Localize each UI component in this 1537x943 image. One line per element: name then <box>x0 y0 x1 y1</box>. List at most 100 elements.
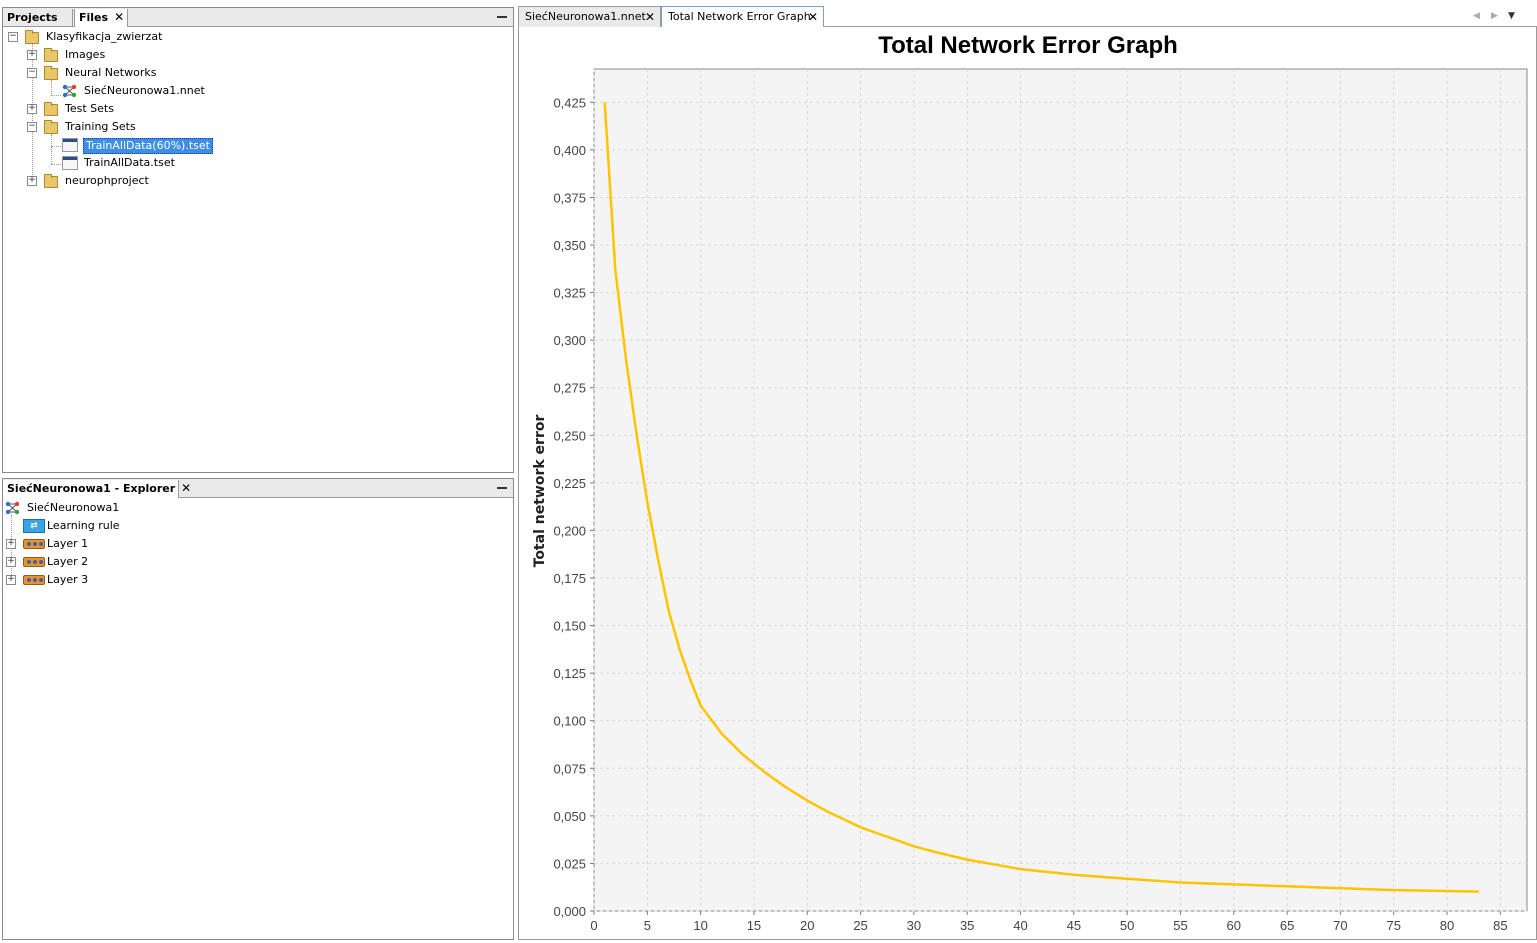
expand-icon[interactable]: + <box>6 574 16 585</box>
tree-item-label: Test Sets <box>65 102 114 115</box>
tab-files-label: Files <box>79 11 109 24</box>
expand-icon[interactable]: + <box>6 538 16 549</box>
collapse-icon[interactable]: − <box>27 67 37 78</box>
tree-connector <box>51 95 61 96</box>
expand-icon[interactable]: + <box>6 556 16 567</box>
explorer-root[interactable]: SiećNeuronowa1 <box>3 499 303 517</box>
explorer-item-label: Layer 2 <box>47 555 89 568</box>
editor-tabbar: SiećNeuronowa1.nnet ✕ Total Network Erro… <box>518 6 1537 27</box>
tree-item-label: SiećNeuronowa1.nnet <box>84 84 205 97</box>
close-icon[interactable]: ✕ <box>181 481 192 495</box>
minimize-icon[interactable] <box>497 487 507 489</box>
chart-title: Total Network Error Graph <box>878 32 1178 59</box>
learning-rule-icon: ⇄ <box>23 519 45 533</box>
x-tick-label: 30 <box>907 918 921 933</box>
tree-item-label: Images <box>65 48 106 61</box>
tree-item-label: Neural Networks <box>65 66 157 79</box>
tree-item-train-60[interactable]: TrainAllData(60%).tset <box>3 136 303 154</box>
scroll-left-icon[interactable]: ◀ <box>1473 11 1480 21</box>
folder-icon <box>25 30 39 44</box>
expand-icon[interactable]: + <box>27 103 37 114</box>
error-graph: Total Network Error Graph Total network … <box>532 32 1528 933</box>
tree-item-neural-networks[interactable]: − Neural Networks <box>3 64 303 82</box>
x-tick-label: 50 <box>1120 918 1134 933</box>
y-tick-label: 0,175 <box>553 571 586 586</box>
chart-panel: Total Network Error Graph Total network … <box>518 27 1537 940</box>
y-tick-label: 0,300 <box>553 333 586 348</box>
y-tick-label: 0,375 <box>553 190 586 205</box>
expand-icon[interactable]: + <box>27 49 37 60</box>
tab-explorer-label: SiećNeuronowa1 - Explorer <box>7 482 176 495</box>
error-series-line <box>603 102 1480 893</box>
tree-item-label: Klasyfikacja_zwierzat <box>46 30 163 43</box>
y-tick-label: 0,100 <box>553 714 586 729</box>
explorer-panel: SiećNeuronowa1 - Explorer ✕ SiećNeuronowa… <box>2 478 514 940</box>
tab-files[interactable]: Files ✕ <box>74 9 128 27</box>
y-tick-label: 0,250 <box>553 428 586 443</box>
x-tick-label: 75 <box>1386 918 1400 933</box>
tab-list-icon[interactable]: ▼ <box>1508 11 1515 21</box>
folder-icon <box>44 174 58 188</box>
y-tick-label: 0,425 <box>553 95 586 110</box>
x-tick-label: 60 <box>1227 918 1241 933</box>
x-tick-label: 35 <box>960 918 974 933</box>
tab-projects[interactable]: Projects <box>3 9 73 27</box>
y-tick-label: 0,000 <box>553 904 586 919</box>
explorer-item-layer-3[interactable]: + Layer 3 <box>3 571 303 589</box>
close-icon[interactable]: ✕ <box>807 10 818 24</box>
files-panel-tabbar: Projects Files ✕ <box>3 8 513 27</box>
tree-item-training-sets[interactable]: − Training Sets <box>3 118 303 136</box>
y-tick-label: 0,125 <box>553 666 586 681</box>
x-tick-label: 10 <box>693 918 707 933</box>
tree-item-label: Training Sets <box>65 120 136 133</box>
explorer-panel-tabbar: SiećNeuronowa1 - Explorer ✕ <box>3 479 513 498</box>
x-tick-label: 55 <box>1173 918 1187 933</box>
folder-icon <box>44 66 58 80</box>
training-set-icon <box>62 156 78 170</box>
y-tick-label: 0,275 <box>553 381 586 396</box>
tree-item-label: TrainAllData.tset <box>84 156 175 169</box>
tree-item-train-all[interactable]: TrainAllData.tset <box>3 154 303 172</box>
close-icon[interactable]: ✕ <box>644 10 655 24</box>
explorer-item-label: Learning rule <box>47 519 120 532</box>
network-icon <box>5 501 20 515</box>
y-tick-label: 0,050 <box>553 809 586 824</box>
y-tick-label: 0,025 <box>553 856 586 871</box>
explorer-item-layer-2[interactable]: + Layer 2 <box>3 553 303 571</box>
expand-icon[interactable]: + <box>27 175 37 186</box>
y-tick-label: 0,400 <box>553 143 586 158</box>
y-tick-label: 0,200 <box>553 523 586 538</box>
x-tick-label: 25 <box>853 918 867 933</box>
files-panel: Projects Files ✕ − Klasyfikacja_zwierzat … <box>2 7 514 473</box>
close-icon[interactable]: ✕ <box>114 10 125 24</box>
folder-icon <box>44 48 58 62</box>
collapse-icon[interactable]: − <box>8 31 18 42</box>
explorer-item-learning-rule[interactable]: ⇄ Learning rule <box>3 517 303 535</box>
tree-item-network-file[interactable]: SiećNeuronowa1.nnet <box>3 82 303 100</box>
tab-error-graph[interactable]: Total Network Error Graph ✕ <box>661 6 824 27</box>
tree-connector <box>51 146 61 147</box>
tab-error-graph-label: Total Network Error Graph <box>668 10 811 23</box>
x-tick-label: 0 <box>590 918 597 933</box>
collapse-icon[interactable]: − <box>27 121 37 132</box>
tree-item-klasyfikacja[interactable]: − Klasyfikacja_zwierzat <box>3 28 303 46</box>
x-tick-label: 65 <box>1280 918 1294 933</box>
training-set-icon <box>62 138 78 152</box>
layer-icon <box>23 539 45 549</box>
y-tick-label: 0,350 <box>553 238 586 253</box>
x-tick-label: 45 <box>1067 918 1081 933</box>
tab-network-file[interactable]: SiećNeuronowa1.nnet ✕ <box>518 6 661 27</box>
tab-explorer[interactable]: SiećNeuronowa1 - Explorer ✕ <box>3 480 191 498</box>
scroll-right-icon[interactable]: ▶ <box>1491 11 1498 21</box>
x-tick-label: 80 <box>1440 918 1454 933</box>
tree-item-images[interactable]: + Images <box>3 46 303 64</box>
x-tick-label: 5 <box>644 918 651 933</box>
explorer-item-layer-1[interactable]: + Layer 1 <box>3 535 303 553</box>
y-axis-label: Total network error <box>532 415 548 568</box>
tree-item-neurophproject[interactable]: + neurophproject <box>3 172 303 190</box>
tree-connector <box>51 80 52 94</box>
layer-icon <box>23 557 45 567</box>
tree-item-test-sets[interactable]: + Test Sets <box>3 100 303 118</box>
minimize-icon[interactable] <box>497 16 507 18</box>
explorer-item-label: Layer 1 <box>47 537 89 550</box>
